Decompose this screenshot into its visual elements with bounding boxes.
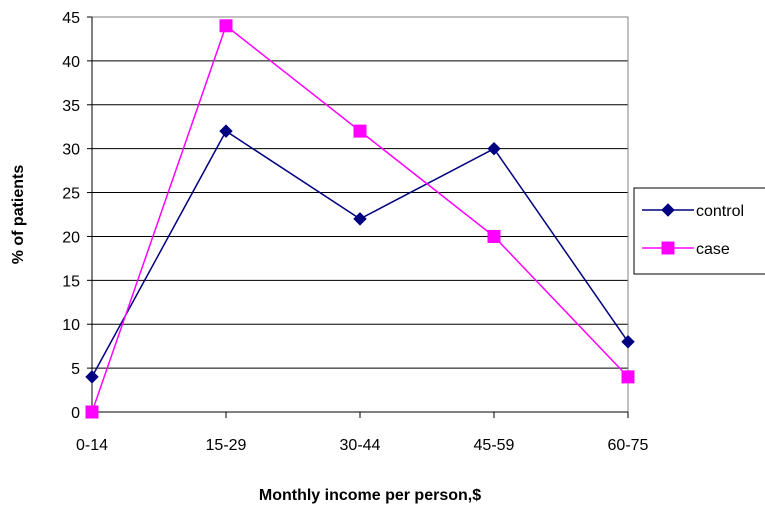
data-point-case [487,229,501,243]
y-tick-labels: 0 5 10 15 20 25 30 35 40 45 [62,10,80,422]
y-tick-label: 20 [62,229,80,246]
legend-label-control: control [696,203,744,220]
data-point-control [85,370,99,384]
data-point-case [219,19,233,33]
x-tick-label: 45-59 [474,437,515,454]
y-tick-label: 45 [62,10,80,27]
legend-marker-control [661,203,675,217]
series-layer [85,19,635,419]
data-point-case [85,405,99,419]
data-point-control [487,141,501,156]
y-tick-label: 15 [62,273,80,290]
y-tick-label: 30 [62,142,80,159]
data-point-control [219,124,233,138]
series-case [85,19,635,419]
x-tick-label: 15-29 [206,437,247,454]
legend: control case [633,187,765,275]
y-tick-label: 5 [71,361,80,378]
y-axis-title: % of patients [10,165,27,265]
data-point-case [353,124,367,138]
y-tick-label: 10 [62,317,80,334]
data-point-control [621,335,635,349]
legend-marker-case [661,241,675,255]
x-tick-labels: 0-14 15-29 30-44 45-59 60-75 [76,437,649,454]
series-line-control [91,130,629,378]
legend-box [633,187,765,275]
y-tick-label: 35 [62,98,80,115]
x-tick-label: 0-14 [76,437,108,454]
gridlines [92,16,628,369]
x-tick-label: 30-44 [340,437,381,454]
y-tick-label: 25 [62,186,80,203]
x-axis-title: Monthly income per person,$ [259,487,481,504]
x-tick-label: 60-75 [608,437,649,454]
legend-label-case: case [696,241,730,258]
y-tick-label: 0 [71,405,80,422]
data-point-control [353,212,367,226]
series-control [85,124,635,384]
y-tick-label: 40 [62,54,80,71]
data-point-case [621,370,635,384]
